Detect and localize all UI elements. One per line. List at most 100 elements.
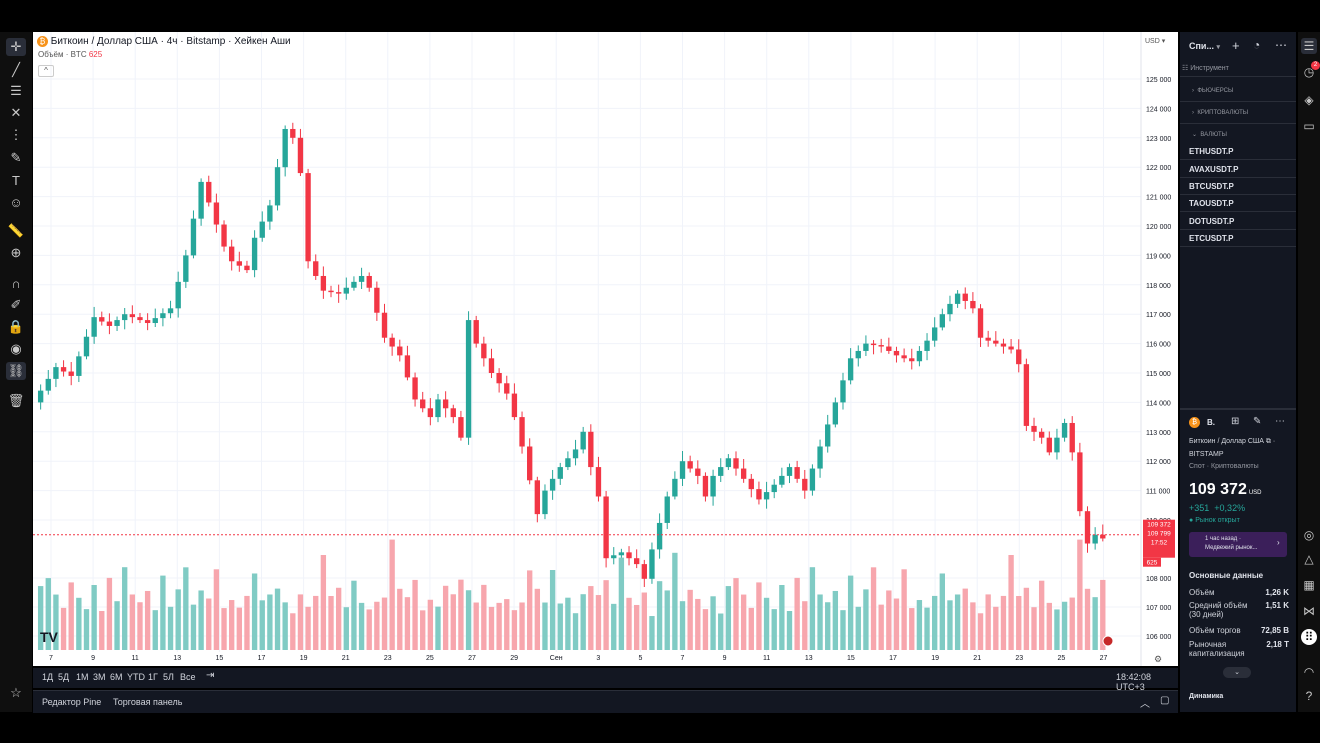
volume-bar	[580, 594, 586, 650]
range-1m-button[interactable]: 1М	[76, 672, 89, 682]
text-icon[interactable]: T	[12, 172, 20, 188]
watchlist-row[interactable]: ETCUSDT.P	[1180, 230, 1296, 247]
alerts-icon[interactable]: ◷ 2	[1301, 61, 1320, 80]
watchlist-row[interactable]: DOTUSDT.P	[1180, 213, 1296, 230]
currency-selector[interactable]: USD ▾	[1145, 38, 1166, 45]
layers-icon[interactable]: ◈	[1304, 93, 1314, 107]
watchlist-icon[interactable]: ☰	[1301, 38, 1317, 54]
range-5d-button[interactable]: 5Д	[58, 672, 70, 682]
tab-trading-panel[interactable]: Торговая панель	[113, 697, 183, 707]
target-icon[interactable]: ◎	[1303, 528, 1315, 542]
volume-bar	[374, 601, 380, 650]
volume-bar	[664, 590, 670, 650]
magnet-icon[interactable]: ∩	[11, 275, 21, 291]
symbol-title[interactable]: Биткоин / Доллар США · 4ч · Bitstamp · Х…	[50, 36, 291, 47]
emoji-icon[interactable]: ☺	[9, 194, 23, 210]
watchlist-title[interactable]: Спи... ▾	[1189, 41, 1221, 51]
range-3m-button[interactable]: 3М	[93, 672, 106, 682]
pattern-icon[interactable]: ✕	[10, 105, 22, 120]
brush-icon[interactable]: ✎	[10, 150, 22, 165]
add-symbol-icon[interactable]: +	[1232, 38, 1240, 53]
eye-icon[interactable]: ◉	[10, 341, 22, 356]
price-chart[interactable]: 125 000 124 000 123 000 122 000 121 000 120 0…	[33, 32, 1178, 666]
group-crypto[interactable]: › КРИПТОВАЛЮТЫ	[1192, 110, 1249, 116]
watchlist-row[interactable]: TAOUSDT.P	[1180, 195, 1296, 212]
link-icon[interactable]: ⛓	[6, 362, 26, 380]
bottom-panel-tabs: Редактор Pine Торговая панель ︿ ▢	[33, 690, 1178, 713]
chat-icon[interactable]: ▭	[1303, 119, 1315, 133]
range-1y-button[interactable]: 1Г	[148, 672, 158, 682]
apps-grid-icon[interactable]: ⠿	[1301, 629, 1317, 645]
layout-grid-icon[interactable]: ⊞	[1231, 416, 1240, 427]
notification-badge: 2	[1311, 61, 1320, 70]
settings-gear-icon[interactable]: ⚙	[1154, 654, 1163, 664]
fib-retracement-icon[interactable]: ☰	[10, 83, 22, 98]
us-flag-icon	[1102, 635, 1114, 647]
candle-body	[786, 467, 793, 476]
y-tick-label: 117 000	[1146, 312, 1171, 319]
group-futures[interactable]: › ФЬЮЧЕРСЫ	[1192, 88, 1234, 94]
favorites-star-icon[interactable]: ☆	[10, 685, 22, 700]
volume-bar	[137, 602, 143, 650]
trash-icon[interactable]: 🗑	[7, 393, 25, 408]
volume-bar	[939, 573, 945, 650]
candle-body	[206, 181, 212, 203]
zoom-in-icon[interactable]: ⊕	[10, 245, 22, 260]
range-5y-button[interactable]: 5Л	[163, 672, 174, 682]
network-icon[interactable]: ⋈	[1303, 604, 1315, 618]
y-tick-label: 116 000	[1146, 342, 1171, 349]
candle-body	[847, 358, 854, 381]
news-card[interactable]: 1 час назад · Медвежий рынок... ›	[1189, 532, 1287, 557]
candle-body	[916, 350, 923, 362]
ideas-icon[interactable]: △	[1304, 552, 1314, 566]
help-icon[interactable]: ?	[1305, 689, 1313, 703]
crosshair-icon[interactable]: ✛	[6, 38, 26, 56]
maximize-panel-icon[interactable]: ▢	[1160, 695, 1170, 706]
chart-panel[interactable]: 125 000 124 000 123 000 122 000 121 000 120 0…	[33, 32, 1178, 666]
watchlist-row[interactable]: BTCUSDT.P	[1180, 178, 1296, 195]
clock-time[interactable]: 18:42:08 UTC+3	[1116, 672, 1152, 692]
x-tick-label: 13	[805, 655, 813, 662]
range-all-button[interactable]: Все	[180, 672, 196, 682]
symbol-short[interactable]: B.	[1207, 418, 1215, 427]
goto-date-icon[interactable]: ⇥	[206, 670, 215, 681]
collapse-legend-button[interactable]: ^	[38, 65, 54, 77]
more-options-icon[interactable]: ⋯	[1275, 38, 1287, 52]
watchlist-row[interactable]: AVAXUSDT.P	[1180, 161, 1296, 178]
edit-icon[interactable]: ✎	[1253, 416, 1262, 427]
alert-clock-icon[interactable]: ◔	[1253, 38, 1261, 52]
volume-bar	[1092, 597, 1098, 650]
news-time: 1 час назад ·	[1205, 536, 1241, 542]
volume-bar	[481, 584, 487, 650]
watchlist-row[interactable]: ETHUSDT.P	[1180, 143, 1296, 160]
chevron-up-icon[interactable]: ︿	[1140, 699, 1150, 710]
x-tick-label: 21	[973, 655, 981, 662]
range-1d-button[interactable]: 1Д	[42, 672, 54, 682]
candle-body	[886, 346, 892, 351]
trend-line-icon[interactable]: ╱	[12, 62, 20, 77]
lock-icon[interactable]: 🔒	[7, 319, 25, 334]
candle-body	[794, 467, 800, 479]
candle-body	[274, 167, 281, 206]
candle-body	[53, 367, 59, 379]
x-tick-label: 27	[468, 655, 476, 662]
group-currencies[interactable]: ⌄ ВАЛЮТЫ	[1192, 132, 1227, 138]
volume-bar	[519, 602, 525, 650]
range-ytd-button[interactable]: YTD	[127, 672, 145, 682]
volume-bar	[786, 611, 793, 650]
y-tick-label: 124 000	[1146, 106, 1171, 113]
lock-drawing-icon[interactable]: ✐	[10, 297, 22, 312]
tab-pine-editor[interactable]: Редактор Pine	[42, 697, 102, 707]
chart-header[interactable]: ₿ Биткоин / Доллар США · 4ч · Bitstamp ·…	[37, 36, 291, 47]
external-link-icon[interactable]: ⧉	[1265, 438, 1271, 445]
details-more-icon[interactable]: ⋯	[1275, 416, 1285, 427]
symbol-fullname[interactable]: Биткоин / Доллар США ⧉ ·	[1189, 438, 1276, 445]
calendar-icon[interactable]: ▦	[1303, 578, 1315, 592]
range-6m-button[interactable]: 6М	[110, 672, 123, 682]
forecast-icon[interactable]: ⋮	[9, 127, 23, 142]
ruler-icon[interactable]: 📏	[7, 223, 25, 238]
candle-body	[282, 128, 288, 168]
stream-icon[interactable]: ◠	[1303, 665, 1315, 679]
expand-stats-button[interactable]: ⌄	[1223, 667, 1251, 678]
volume-bar	[404, 597, 411, 650]
